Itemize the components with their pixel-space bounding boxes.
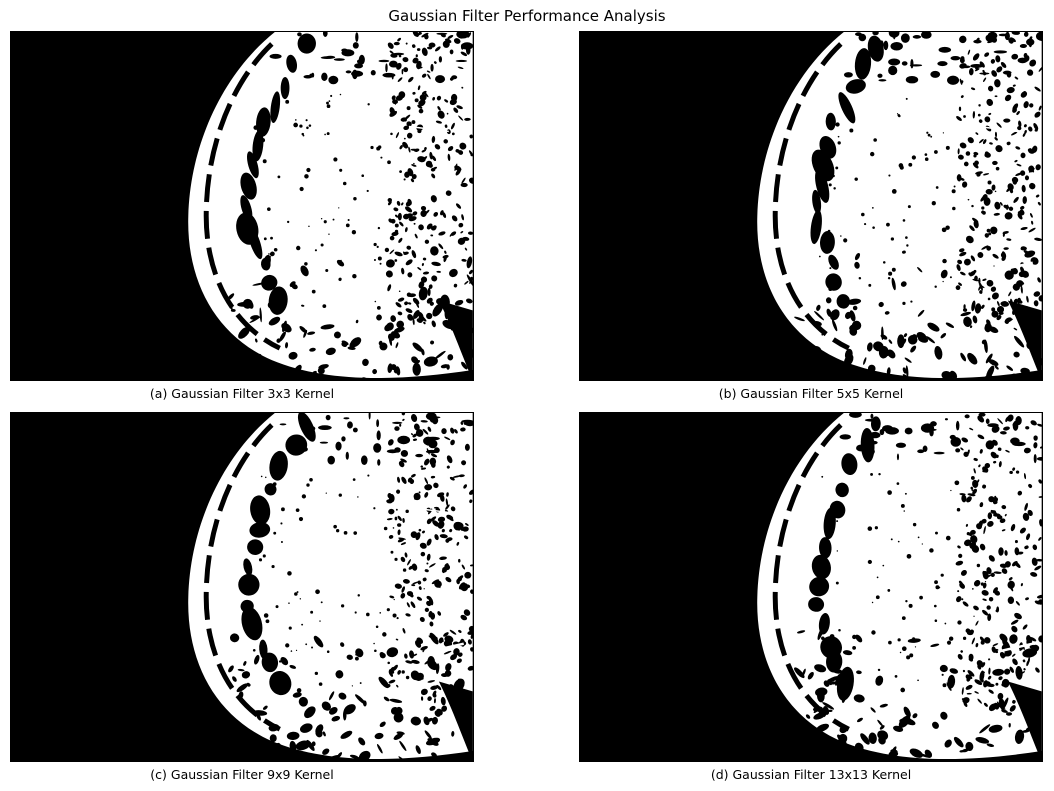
mammogram-image-c [11, 413, 473, 761]
panel-c-caption: (c) Gaussian Filter 9x9 Kernel [150, 767, 334, 782]
mammogram-image-b [580, 32, 1042, 380]
panel-d-image [579, 412, 1043, 762]
panel-b-image [579, 31, 1043, 381]
mammogram-image-a [11, 32, 473, 380]
panel-a-caption: (a) Gaussian Filter 3x3 Kernel [149, 386, 335, 401]
panel-c-image [10, 412, 474, 762]
panel-a-image [10, 31, 474, 381]
panel-d-caption: (d) Gaussian Filter 13x13 Kernel [710, 767, 912, 782]
mammogram-image-d [580, 413, 1042, 761]
figure-title: Gaussian Filter Performance Analysis [388, 7, 666, 25]
panel-b-caption: (b) Gaussian Filter 5x5 Kernel [718, 386, 904, 401]
